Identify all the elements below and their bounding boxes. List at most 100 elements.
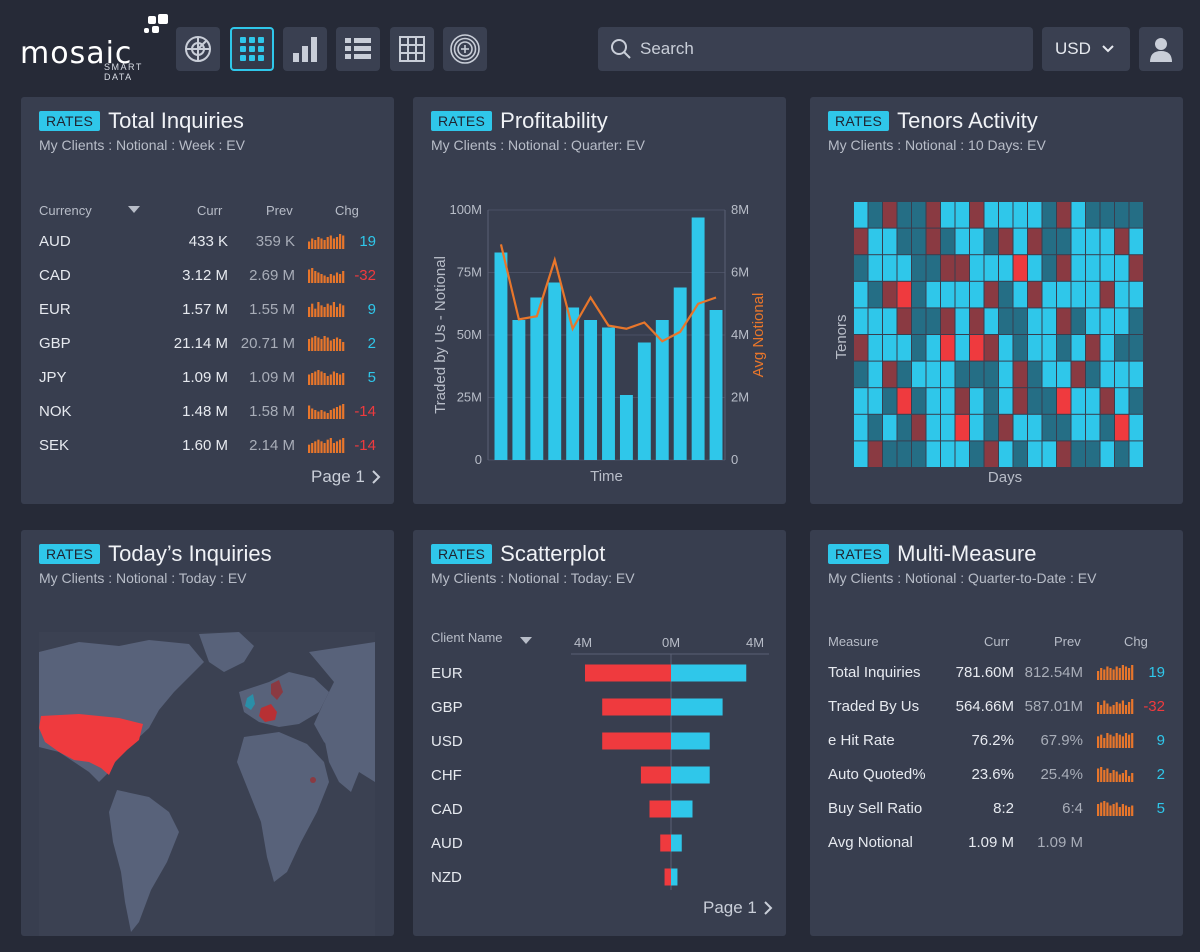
map-region-usa[interactable] — [39, 714, 143, 775]
heatmap-cell[interactable] — [1071, 202, 1086, 228]
heatmap-cell[interactable] — [999, 335, 1013, 361]
heatmap-cell[interactable] — [1057, 255, 1071, 281]
heatmap-cell[interactable] — [1086, 308, 1100, 334]
heatmap-cell[interactable] — [1129, 414, 1144, 441]
heatmap-cell[interactable] — [1086, 202, 1100, 228]
heatmap-cell[interactable] — [854, 228, 868, 255]
heatmap-cell[interactable] — [1115, 388, 1129, 414]
nav-list-button[interactable] — [336, 27, 380, 71]
heatmap-cell[interactable] — [955, 388, 970, 414]
heatmap-cell[interactable] — [955, 361, 970, 388]
heatmap-cell[interactable] — [999, 388, 1013, 414]
heatmap-cell[interactable] — [868, 441, 883, 467]
world-map[interactable] — [39, 632, 375, 936]
sort-caret-icon[interactable] — [128, 206, 140, 214]
heatmap-cell[interactable] — [1028, 202, 1042, 228]
profit-bar[interactable] — [619, 395, 633, 460]
column-client-name[interactable]: Client Name — [431, 630, 503, 645]
positive-bar[interactable] — [671, 834, 682, 852]
heatmap-cell[interactable] — [1129, 255, 1144, 281]
profit-bar[interactable] — [494, 252, 508, 461]
heatmap-cell[interactable] — [854, 414, 868, 441]
heatmap-cell[interactable] — [970, 388, 984, 414]
heatmap-cell[interactable] — [941, 388, 955, 414]
heatmap-cell[interactable] — [941, 202, 955, 228]
heatmap-cell[interactable] — [1115, 228, 1129, 255]
heatmap-cell[interactable] — [1086, 255, 1100, 281]
heatmap-cell[interactable] — [999, 361, 1013, 388]
heatmap-cell[interactable] — [955, 202, 970, 228]
heatmap-cell[interactable] — [984, 388, 999, 414]
heatmap-cell[interactable] — [970, 202, 984, 228]
nav-target-button[interactable] — [443, 27, 487, 71]
heatmap-cell[interactable] — [1042, 281, 1057, 308]
heatmap-cell[interactable] — [1071, 414, 1086, 441]
heatmap-cell[interactable] — [984, 228, 999, 255]
heatmap-cell[interactable] — [883, 441, 897, 467]
heatmap-cell[interactable] — [955, 255, 970, 281]
heatmap-cell[interactable] — [926, 388, 941, 414]
heatmap-cell[interactable] — [868, 388, 883, 414]
heatmap-cell[interactable] — [1013, 202, 1028, 228]
heatmap-cell[interactable] — [868, 228, 883, 255]
heatmap-cell[interactable] — [999, 414, 1013, 441]
heatmap-cell[interactable] — [883, 388, 897, 414]
heatmap-cell[interactable] — [999, 281, 1013, 308]
heatmap-cell[interactable] — [1100, 202, 1115, 228]
heatmap-cell[interactable] — [1013, 361, 1028, 388]
heatmap-cell[interactable] — [1100, 335, 1115, 361]
heatmap-cell[interactable] — [912, 228, 926, 255]
negative-bar[interactable] — [664, 868, 671, 886]
heatmap-cell[interactable] — [1100, 441, 1115, 467]
heatmap-cell[interactable] — [1057, 202, 1071, 228]
heatmap-cell[interactable] — [970, 308, 984, 334]
heatmap-cell[interactable] — [1129, 281, 1144, 308]
heatmap-cell[interactable] — [970, 255, 984, 281]
nav-dashboard-button[interactable] — [230, 27, 274, 71]
heatmap-cell[interactable] — [912, 414, 926, 441]
heatmap-cell[interactable] — [1028, 335, 1042, 361]
heatmap-cell[interactable] — [854, 308, 868, 334]
heatmap-cell[interactable] — [1028, 228, 1042, 255]
profit-bar[interactable] — [584, 320, 598, 460]
heatmap-cell[interactable] — [1129, 441, 1144, 467]
heatmap-cell[interactable] — [912, 255, 926, 281]
heatmap-cell[interactable] — [1100, 361, 1115, 388]
heatmap-cell[interactable] — [1100, 308, 1115, 334]
heatmap-cell[interactable] — [1129, 202, 1144, 228]
heatmap-cell[interactable] — [1129, 308, 1144, 334]
heatmap-cell[interactable] — [1115, 202, 1129, 228]
profit-bar[interactable] — [691, 217, 705, 461]
heatmap-cell[interactable] — [1129, 361, 1144, 388]
heatmap-cell[interactable] — [854, 281, 868, 308]
heatmap-cell[interactable] — [955, 335, 970, 361]
heatmap-cell[interactable] — [1042, 335, 1057, 361]
heatmap-cell[interactable] — [883, 255, 897, 281]
heatmap-cell[interactable] — [1115, 414, 1129, 441]
heatmap-cell[interactable] — [941, 361, 955, 388]
heatmap-cell[interactable] — [1013, 388, 1028, 414]
heatmap-cell[interactable] — [970, 361, 984, 388]
heatmap-cell[interactable] — [1100, 228, 1115, 255]
profit-bar[interactable] — [512, 320, 526, 460]
positive-bar[interactable] — [671, 732, 710, 750]
heatmap-cell[interactable] — [883, 361, 897, 388]
heatmap-cell[interactable] — [1042, 441, 1057, 467]
heatmap-cell[interactable] — [1086, 414, 1100, 441]
heatmap-cell[interactable] — [868, 335, 883, 361]
heatmap-cell[interactable] — [854, 361, 868, 388]
heatmap-cell[interactable] — [883, 281, 897, 308]
currency-select[interactable]: USD — [1042, 27, 1130, 71]
heatmap-cell[interactable] — [1129, 335, 1144, 361]
nav-bar-chart-button[interactable] — [283, 27, 327, 71]
profit-bar[interactable] — [673, 287, 687, 461]
heatmap-cell[interactable] — [941, 441, 955, 467]
negative-bar[interactable] — [640, 766, 671, 784]
table-row[interactable]: SEK 1.60 M 2.14 M -14 — [21, 437, 394, 471]
heatmap-cell[interactable] — [926, 281, 941, 308]
heatmap-cell[interactable] — [912, 281, 926, 308]
profit-bar[interactable] — [566, 307, 580, 461]
negative-bar[interactable] — [585, 664, 671, 682]
heatmap-cell[interactable] — [1057, 281, 1071, 308]
heatmap-cell[interactable] — [1071, 441, 1086, 467]
